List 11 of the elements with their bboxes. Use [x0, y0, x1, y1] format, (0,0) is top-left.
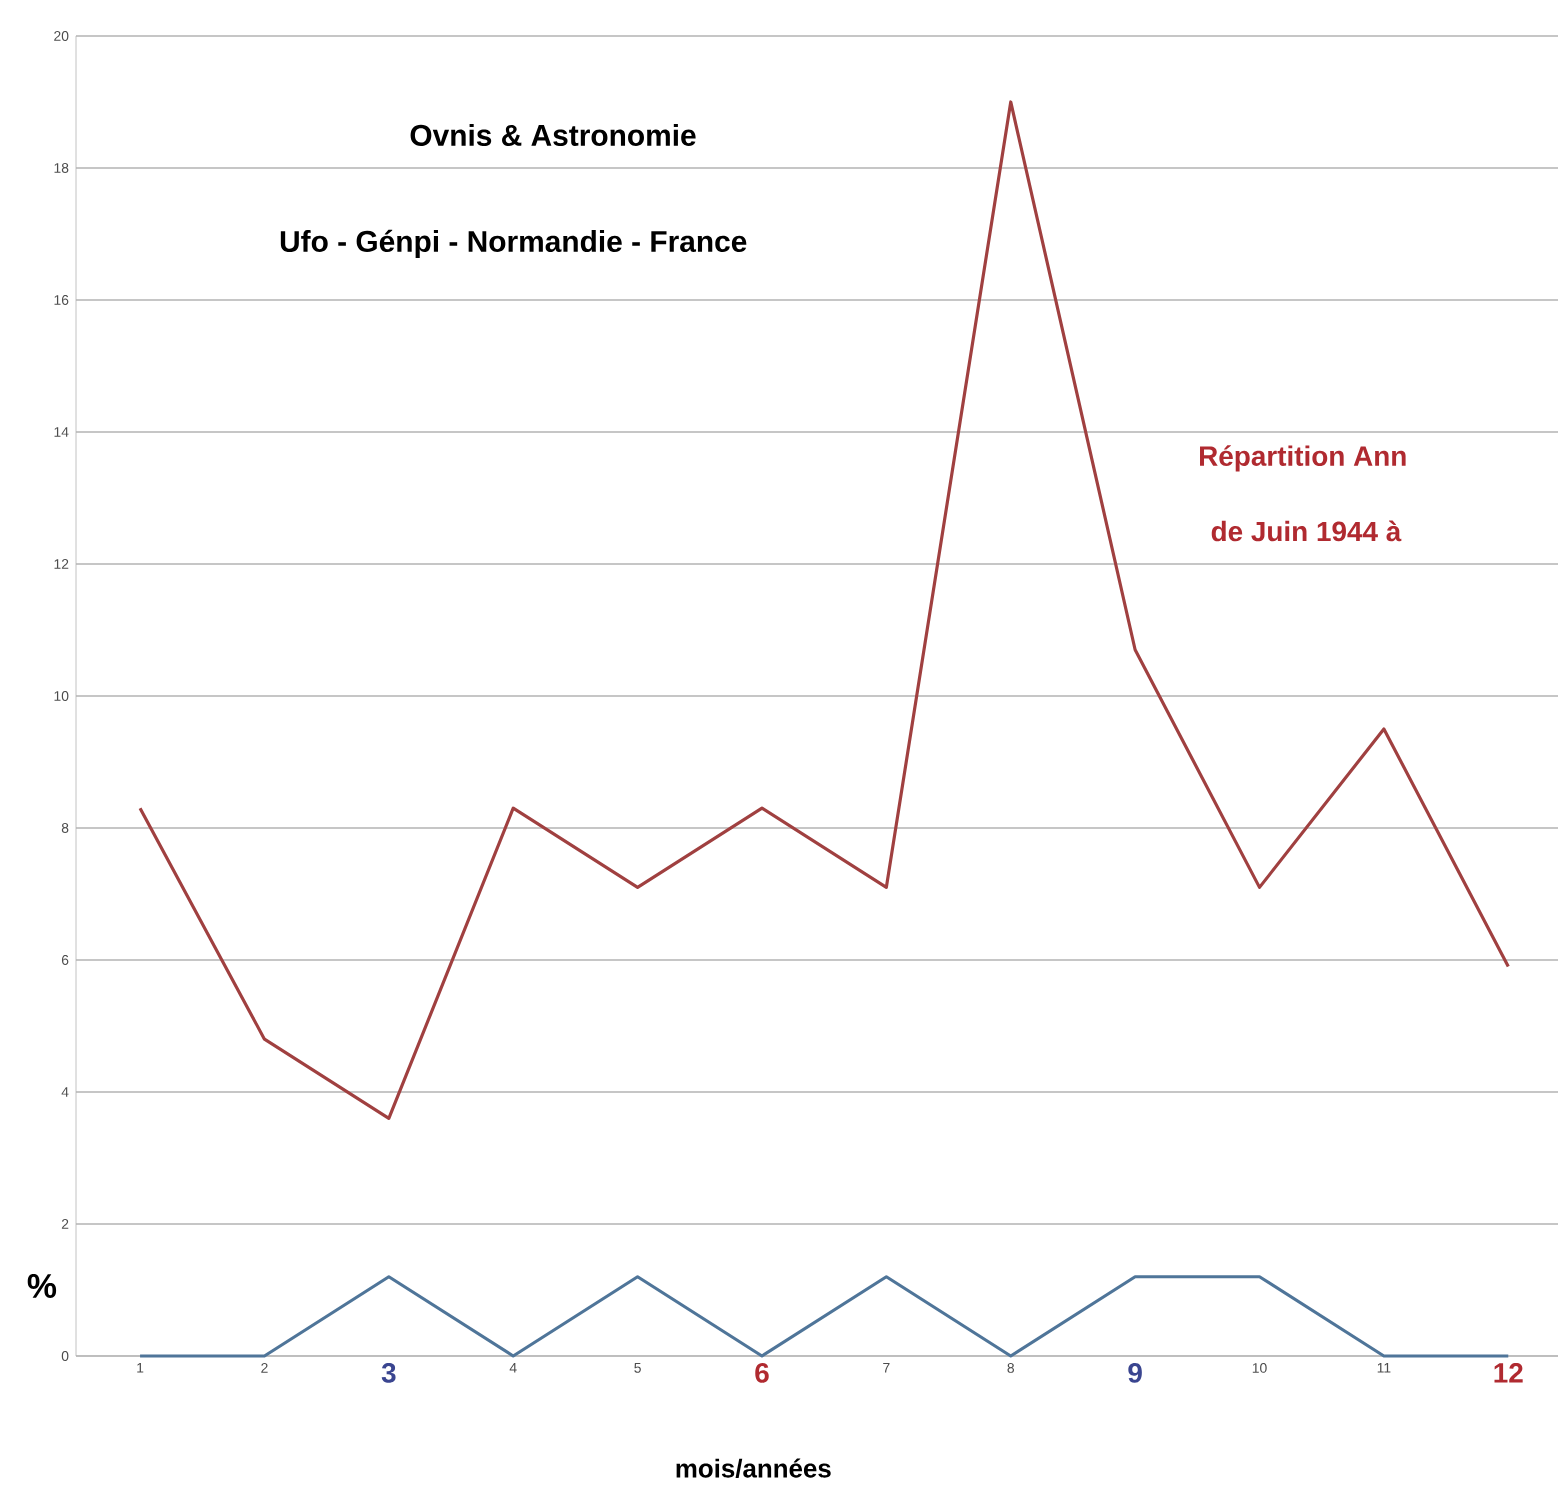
x-tick-label: 9 [1128, 1362, 1142, 1383]
line-series [138, 100, 1510, 1120]
annotation: Répartition Ann [1200, 445, 1406, 472]
text: Ufo - Génpi - Normandie - France [280, 229, 747, 258]
text: Ovnis & Astronomie [410, 124, 696, 146]
annotation: de Juin 1944 à [1211, 520, 1402, 542]
x-axis-title: mois/années [676, 1458, 831, 1478]
x-tick-label: 6 [755, 1362, 769, 1383]
x-tick-label: 3 [381, 1362, 396, 1383]
y-axis-title: % [27, 1274, 57, 1298]
x-tick-label: 12 [1494, 1362, 1523, 1383]
